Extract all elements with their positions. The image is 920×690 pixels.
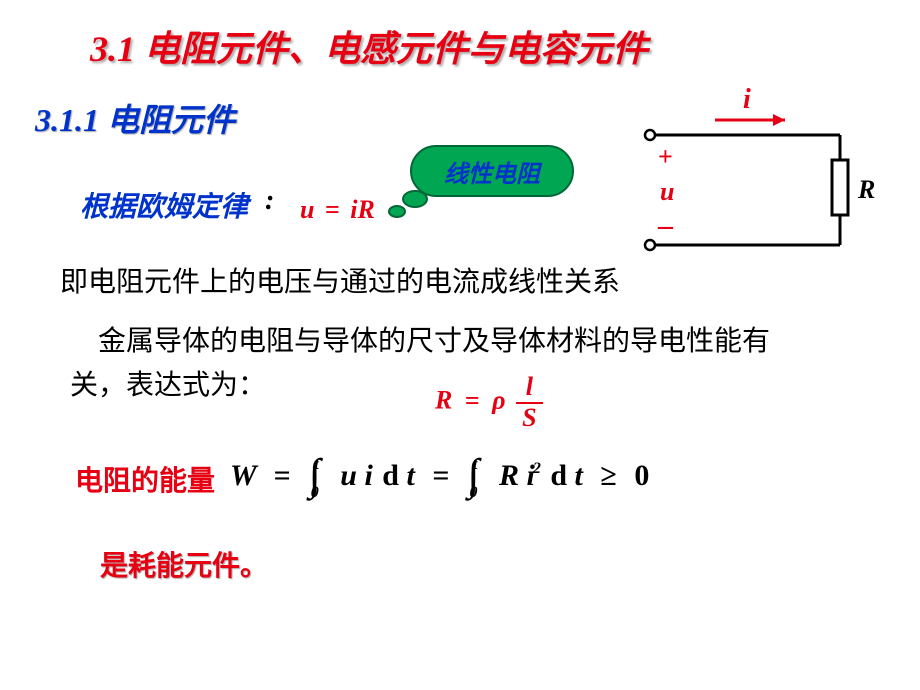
formula-eq: =: [325, 195, 340, 224]
conclusion-text: 是耗能元件。: [100, 544, 268, 584]
formula-rhs: iR: [350, 195, 375, 224]
energy-formula: W = ∫t0 u i d t = ∫t0 R i2 d t ≥ 0: [230, 445, 649, 496]
minus-label: –: [657, 209, 674, 242]
dt1: d t: [382, 459, 415, 492]
bubble-tail-icon: [388, 205, 406, 218]
ri-term: R i: [499, 459, 535, 492]
ohm-law-label: 根据欧姆定律: [80, 185, 248, 225]
circuit-svg: i + u – R: [630, 80, 880, 260]
frac-num: l: [516, 373, 542, 404]
i-label: i: [743, 84, 751, 115]
u-label: u: [660, 177, 674, 206]
colon: :: [265, 185, 274, 217]
int-upper: t: [314, 456, 318, 473]
fraction: l S: [516, 373, 542, 432]
squared: 2: [533, 460, 541, 477]
r-eq: =: [465, 386, 480, 415]
circuit-diagram: i + u – R: [630, 80, 880, 260]
w-symbol: W: [230, 459, 256, 492]
r-rho: ρ: [492, 386, 505, 415]
section-title: 3.1 电阻元件、电感元件与电容元件: [90, 20, 648, 72]
r-label: R: [857, 175, 875, 204]
formula-lhs: u: [300, 195, 314, 224]
int-lower: 0: [311, 484, 319, 501]
ui-term: u i: [340, 459, 373, 492]
subsection-title: 3.1.1 电阻元件: [35, 95, 235, 141]
eq2: =: [432, 459, 449, 492]
ohm-formula: u = iR: [300, 195, 375, 225]
eq1: =: [274, 459, 291, 492]
plus-label: +: [658, 142, 673, 171]
int-lower-2: 0: [469, 484, 477, 501]
zero: 0: [634, 459, 649, 492]
r-lhs: R: [435, 386, 452, 415]
int-upper-2: t: [473, 456, 477, 473]
resistance-formula: R = ρ l S: [435, 373, 547, 432]
dt2: d t: [550, 459, 583, 492]
callout-bubble: 线性电阻: [410, 145, 574, 197]
energy-label: 电阻的能量: [75, 459, 215, 499]
frac-den: S: [516, 404, 542, 433]
statement-1: 即电阻元件上的电压与通过的电流成线性关系: [60, 260, 620, 300]
geq: ≥: [600, 459, 616, 492]
